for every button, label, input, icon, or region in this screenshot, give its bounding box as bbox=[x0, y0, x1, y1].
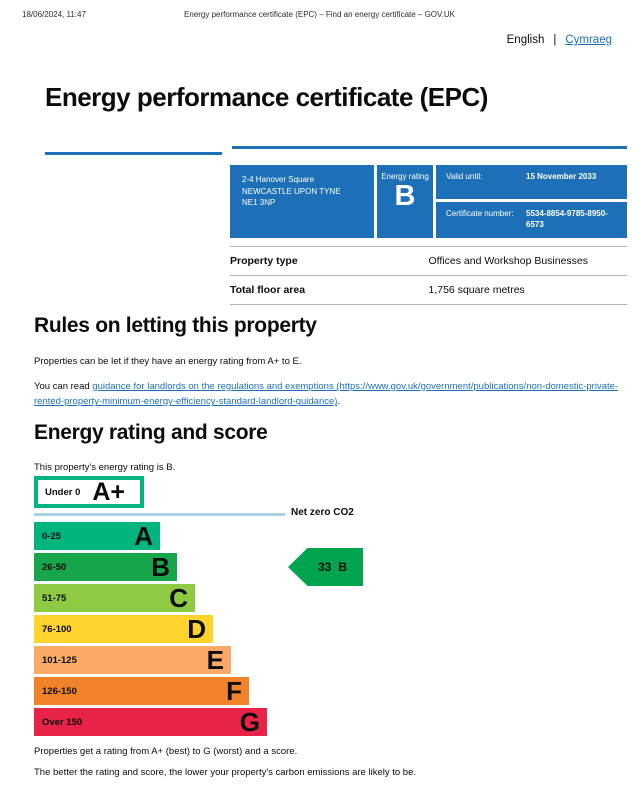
rules-paragraph-1: Properties can be let if they have an en… bbox=[34, 356, 302, 367]
rating-section: Energy rating and score This property's … bbox=[34, 421, 627, 476]
epc-band-f: 126-150 F bbox=[34, 677, 249, 705]
rules-section: Rules on letting this property Propertie… bbox=[34, 314, 627, 410]
band-range-label: 126-150 bbox=[42, 685, 77, 697]
band-letter: D bbox=[187, 614, 206, 644]
current-band: B bbox=[338, 560, 348, 574]
property-address: 2-4 Hanover Square NEWCASTLE UPON TYNE N… bbox=[230, 165, 374, 238]
address-line-1: 2-4 Hanover Square bbox=[242, 175, 315, 184]
band-letter: E bbox=[206, 645, 224, 675]
band-letter: A bbox=[134, 521, 153, 551]
language-current: English bbox=[506, 34, 545, 46]
epc-band-e: 101-125 E bbox=[34, 646, 231, 674]
chart-footer-line-2: The better the rating and score, the low… bbox=[34, 767, 417, 778]
certificate-number-value: 5534-8854-9785-8950-6573 bbox=[526, 209, 608, 230]
rating-intro: This property's energy rating is B. bbox=[34, 462, 176, 473]
property-type-label: Property type bbox=[230, 255, 298, 267]
rating-heading: Energy rating and score bbox=[34, 421, 268, 444]
property-type-value: Offices and Workshop Businesses bbox=[428, 255, 589, 267]
epc-band-g: Over 150 G bbox=[34, 708, 267, 736]
energy-rating-label: Energy rating bbox=[381, 172, 429, 181]
net-zero-label: Net zero CO2 bbox=[291, 507, 354, 518]
summary-right-column: Valid until: 15 November 2033 Certificat… bbox=[436, 165, 627, 238]
band-range-label: 0-25 bbox=[42, 530, 62, 542]
browser-print-header: 18/06/2024, 11:47 Energy performance cer… bbox=[0, 10, 639, 24]
band-letter: B bbox=[151, 552, 170, 582]
landlord-guidance-link[interactable]: guidance for landlords on the regulation… bbox=[34, 380, 619, 408]
language-switcher: English | Cymraeg bbox=[507, 34, 612, 46]
energy-rating-cell: Energy rating B bbox=[377, 165, 433, 238]
floor-area-value: 1,756 square metres bbox=[428, 284, 525, 296]
valid-until-row: Valid until: 15 November 2033 bbox=[436, 165, 627, 200]
floor-area-label: Total floor area bbox=[230, 284, 306, 296]
table-row: Property type Offices and Workshop Busin… bbox=[230, 246, 627, 276]
band-letter: F bbox=[226, 676, 242, 706]
band-letter: G bbox=[239, 707, 260, 737]
address-line-3: NE1 3NP bbox=[242, 198, 276, 208]
band-letter: C bbox=[169, 583, 188, 613]
certificate-summary-box: 2-4 Hanover Square NEWCASTLE UPON TYNE N… bbox=[230, 165, 627, 238]
epc-band-d: 76-100 D bbox=[34, 615, 213, 643]
band-letter: A+ bbox=[92, 477, 125, 506]
net-zero-marker: Net zero CO2 bbox=[34, 507, 627, 518]
rules-heading: Rules on letting this property bbox=[34, 314, 317, 337]
language-separator: | bbox=[553, 34, 557, 46]
table-row: Total floor area 1,756 square metres bbox=[230, 275, 627, 305]
band-range-label: 101-125 bbox=[42, 654, 77, 666]
certificate-number-row: Certificate number: 5534-8854-9785-8950-… bbox=[436, 202, 627, 238]
energy-rating-value: B bbox=[394, 180, 416, 212]
certificate-number-label: Certificate number: bbox=[446, 209, 514, 219]
rules-paragraph-2-prefix: You can read bbox=[34, 380, 93, 392]
band-range-label: 26-50 bbox=[42, 561, 67, 573]
print-page-title: Energy performance certificate (EPC) – F… bbox=[184, 10, 455, 19]
band-range-label: Over 150 bbox=[42, 716, 83, 728]
print-datetime: 18/06/2024, 11:47 bbox=[22, 10, 86, 19]
epc-bands: 0-25 A 26-50 B 51-75 C 76-100 D 101-125 … bbox=[34, 522, 627, 736]
valid-until-label: Valid until: bbox=[446, 172, 483, 181]
epc-band-b: 26-50 B bbox=[34, 553, 177, 581]
band-range-label: 51-75 bbox=[42, 592, 67, 604]
address-line-2: NEWCASTLE UPON TYNE bbox=[242, 186, 341, 196]
rules-paragraph-2-suffix: . bbox=[337, 396, 341, 408]
band-range-label: 76-100 bbox=[42, 623, 72, 635]
epc-band-a-plus: Under 0 A+ bbox=[34, 476, 144, 508]
band-range-label: Under 0 bbox=[45, 486, 81, 498]
page-title: Energy performance certificate (EPC) bbox=[45, 82, 488, 112]
chart-footer: Properties get a rating from A+ (best) t… bbox=[34, 746, 627, 788]
chart-footer-line-1: Properties get a rating from A+ (best) t… bbox=[34, 746, 298, 757]
epc-band-a: 0-25 A bbox=[34, 522, 160, 550]
left-column-divider bbox=[45, 152, 222, 155]
epc-band-c: 51-75 C bbox=[34, 584, 195, 612]
current-score: 33 bbox=[317, 560, 332, 574]
language-link-cymraeg[interactable]: Cymraeg bbox=[565, 34, 612, 46]
energy-rating-chart: Under 0 A+ Net zero CO2 0-25 A 26-50 B 5… bbox=[34, 476, 627, 736]
property-facts-table: Property type Offices and Workshop Busin… bbox=[230, 246, 627, 305]
net-zero-line bbox=[34, 513, 285, 516]
summary-top-divider bbox=[232, 146, 627, 149]
rules-paragraph-2: You can read guidance for landlords on t… bbox=[34, 379, 627, 410]
valid-until-value: 15 November 2033 bbox=[526, 172, 597, 181]
